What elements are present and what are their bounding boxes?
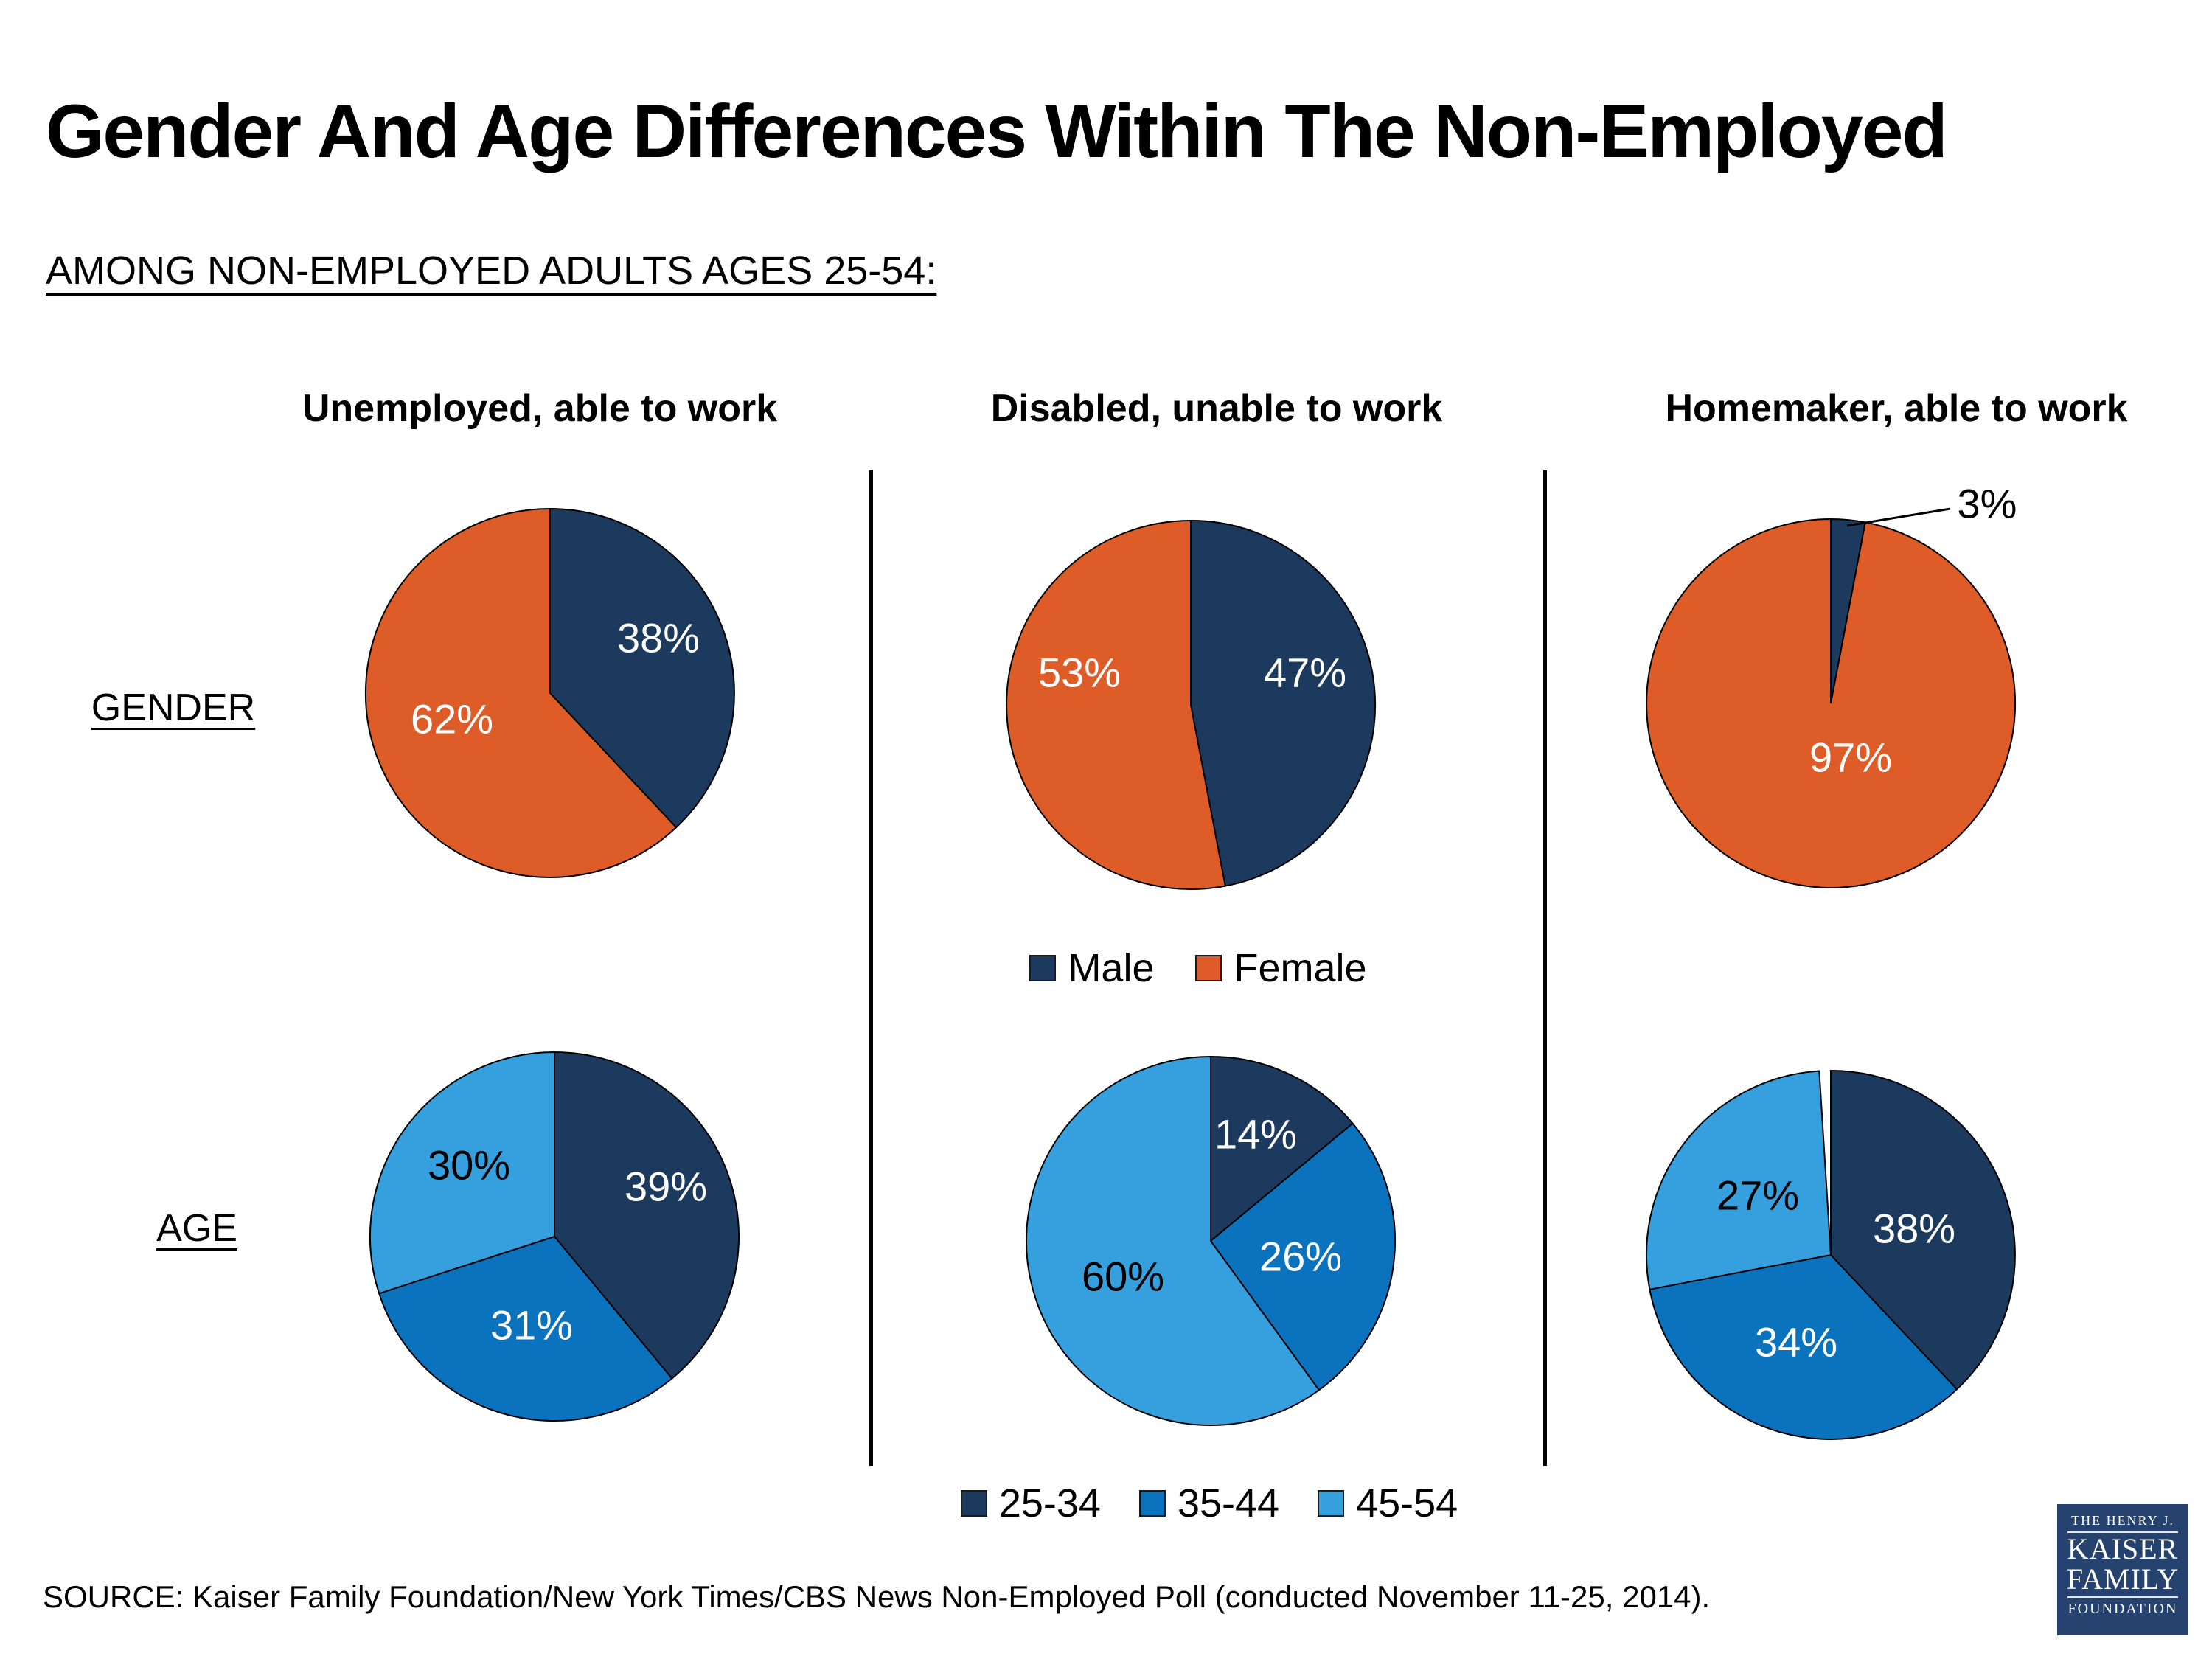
gender-disabled-value-label-Male: 47% — [1264, 650, 1346, 696]
age-legend: 25-34 35-44 45-54 — [914, 1481, 1504, 1526]
age-homemaker-slice-45-54 — [1646, 1070, 1832, 1290]
logo-line-family: FAMILY — [2066, 1562, 2180, 1596]
age-35-44-legend-label: 35-44 — [1177, 1481, 1280, 1526]
gender-unemployed-value-label-Female: 62% — [411, 696, 493, 742]
age-homemaker-slice-25-34 — [1830, 1069, 2016, 1391]
age-25-34-swatch — [960, 1490, 987, 1517]
age-unemployed-slice-45-54 — [369, 1051, 555, 1295]
gender-unemployed-slice-Female — [364, 507, 678, 878]
gender-legend: Male Female — [933, 945, 1464, 991]
age-unemployed-value-label-25-34: 39% — [625, 1164, 707, 1210]
logo-line-kaiser: KAISER — [2067, 1532, 2179, 1565]
pie-gender-homemaker: 3% 97% — [1646, 481, 2017, 888]
row-label-age: AGE — [156, 1207, 237, 1250]
age-35-44-swatch — [1138, 1490, 1166, 1517]
source-note: SOURCE: Kaiser Family Foundation/New Yor… — [43, 1579, 1711, 1614]
kff-logo: THE HENRY J. KAISER FAMILY FOUNDATION — [2057, 1504, 2188, 1635]
age-legend-item-25-34: 25-34 — [960, 1481, 1101, 1526]
pie-age-homemaker: 38% 34% 27% — [1646, 1069, 2016, 1440]
pie-gender-disabled: 47% 53% — [1006, 519, 1377, 890]
logo-divider-top — [2067, 1531, 2178, 1533]
age-unemployed-slice-35-44 — [378, 1235, 673, 1422]
gender-legend-item-female: Female — [1195, 945, 1367, 991]
column-header-disabled: Disabled, unable to work — [990, 387, 1443, 430]
gender-disabled-slice-Male — [1190, 519, 1377, 887]
age-unemployed-slice-25-34 — [554, 1051, 740, 1380]
age-25-34-legend-label: 25-34 — [998, 1481, 1101, 1526]
age-homemaker-value-label-35-44: 34% — [1755, 1319, 1837, 1366]
pie-age-unemployed: 39% 31% 30% — [369, 1051, 740, 1422]
age-disabled-slice-45-54 — [1026, 1055, 1321, 1426]
gender-homemaker-value-label-Male: 3% — [1958, 481, 2017, 527]
page-title: Gender And Age Differences Within The No… — [46, 89, 1948, 173]
gender-legend-item-male: Male — [1029, 945, 1154, 991]
age-disabled-value-label-35-44: 26% — [1259, 1234, 1342, 1280]
logo-line-foundation: FOUNDATION — [2067, 1600, 2178, 1617]
logo-line-henry-j: THE HENRY J. — [2071, 1513, 2174, 1528]
age-unemployed-value-label-45-54: 30% — [428, 1142, 510, 1189]
female-legend-label: Female — [1234, 946, 1367, 990]
pie-gender-unemployed: 38% 62% — [364, 507, 735, 878]
gender-homemaker-slice-Female — [1646, 518, 2017, 888]
female-swatch — [1195, 955, 1222, 981]
column-header-unemployed: Unemployed, able to work — [302, 387, 778, 430]
gender-homemaker-callout-line — [1846, 507, 1951, 527]
pie-age-disabled: 14% 26% 60% — [1026, 1055, 1396, 1426]
vertical-divider-left — [869, 470, 873, 1466]
age-disabled-value-label-45-54: 60% — [1082, 1253, 1164, 1300]
age-homemaker-value-label-25-34: 38% — [1873, 1206, 1955, 1252]
gender-disabled-slice-Female — [1006, 519, 1226, 890]
subtitle: AMONG NON-EMPLOYED ADULTS AGES 25-54: — [46, 248, 937, 293]
column-header-homemaker: Homemaker, able to work — [1665, 387, 2128, 430]
logo-divider-bottom — [2067, 1596, 2178, 1598]
age-disabled-slice-35-44 — [1209, 1122, 1396, 1391]
gender-homemaker-value-label-Female: 97% — [1809, 734, 1892, 781]
age-unemployed-value-label-35-44: 31% — [490, 1302, 573, 1349]
gender-disabled-value-label-Female: 53% — [1038, 650, 1121, 696]
row-label-gender: GENDER — [91, 686, 256, 729]
age-legend-item-35-44: 35-44 — [1138, 1481, 1280, 1526]
male-legend-label: Male — [1068, 946, 1155, 990]
age-disabled-value-label-25-34: 14% — [1214, 1111, 1297, 1158]
male-swatch — [1029, 955, 1057, 981]
age-homemaker-slice-35-44 — [1649, 1253, 1958, 1440]
age-homemaker-value-label-45-54: 27% — [1717, 1172, 1799, 1219]
age-disabled-slice-25-34 — [1210, 1055, 1354, 1243]
vertical-divider-right — [1543, 470, 1547, 1466]
gender-unemployed-slice-Male — [549, 507, 735, 829]
age-legend-item-45-54: 45-54 — [1318, 1481, 1458, 1526]
age-45-54-legend-label: 45-54 — [1356, 1481, 1458, 1526]
gender-unemployed-value-label-Male: 38% — [617, 615, 700, 661]
age-45-54-swatch — [1318, 1490, 1345, 1517]
